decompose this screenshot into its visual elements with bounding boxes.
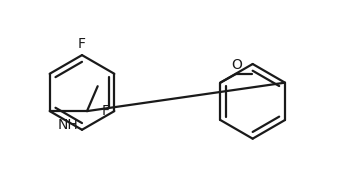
Text: O: O	[231, 58, 242, 72]
Text: NH: NH	[58, 118, 79, 132]
Text: F: F	[78, 37, 86, 51]
Text: F: F	[102, 104, 110, 118]
